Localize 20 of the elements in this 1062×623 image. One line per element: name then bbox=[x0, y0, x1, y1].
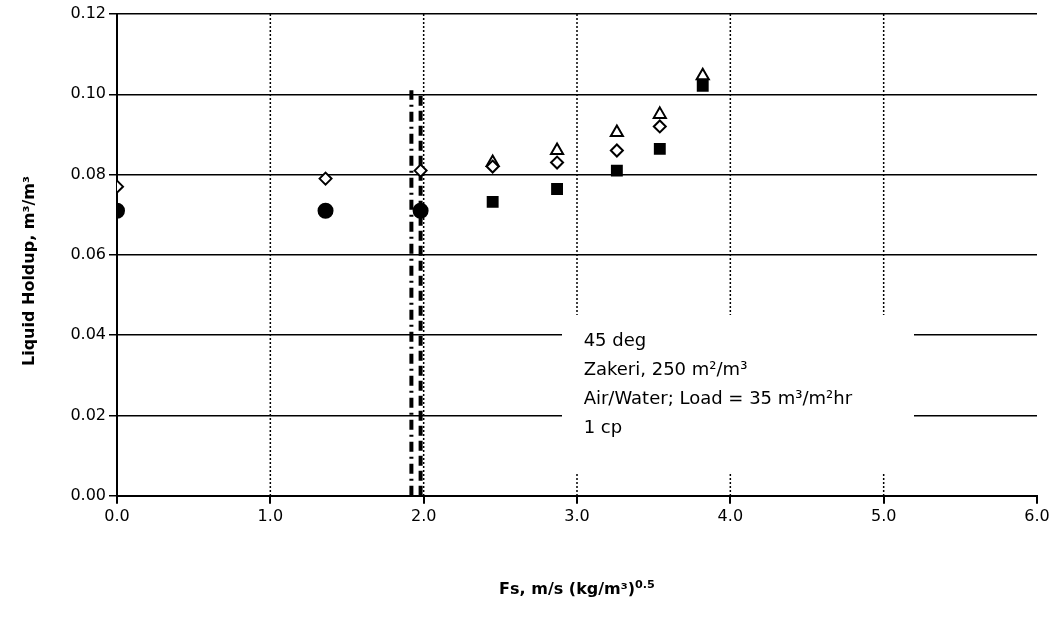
x-tick-label: 2.0 bbox=[410, 505, 437, 525]
annotation: 1 cp bbox=[583, 415, 624, 440]
y-tick-label: 0.04 bbox=[70, 324, 106, 344]
x-tick-label: 6.0 bbox=[1024, 505, 1050, 525]
annotation: Air/Water; Load = 35 m³/m²hr bbox=[583, 386, 854, 411]
x-tick-label: 0.0 bbox=[104, 505, 130, 525]
annotation: Zakeri, 250 m²/m³ bbox=[583, 357, 749, 382]
x-tick-label: 3.0 bbox=[564, 505, 590, 525]
y-axis-title: Liquid Holdup, m³/m³ bbox=[18, 175, 38, 367]
annotation: 45 deg bbox=[583, 328, 648, 353]
y-tick-label: 0.02 bbox=[70, 404, 106, 424]
y-tick-label: 0.06 bbox=[70, 244, 106, 264]
y-tick-label: 0.12 bbox=[70, 3, 106, 23]
y-tick-label: 0.10 bbox=[70, 83, 106, 103]
x-axis-title: Fs, m/s (kg/m³)$^{0.5}$ bbox=[498, 578, 656, 599]
y-tick-label: 0.00 bbox=[70, 484, 106, 504]
x-tick-label: 4.0 bbox=[717, 505, 744, 525]
y-tick-label: 0.08 bbox=[70, 163, 106, 183]
x-tick-label: 1.0 bbox=[257, 505, 284, 525]
x-tick-label: 5.0 bbox=[870, 505, 897, 525]
